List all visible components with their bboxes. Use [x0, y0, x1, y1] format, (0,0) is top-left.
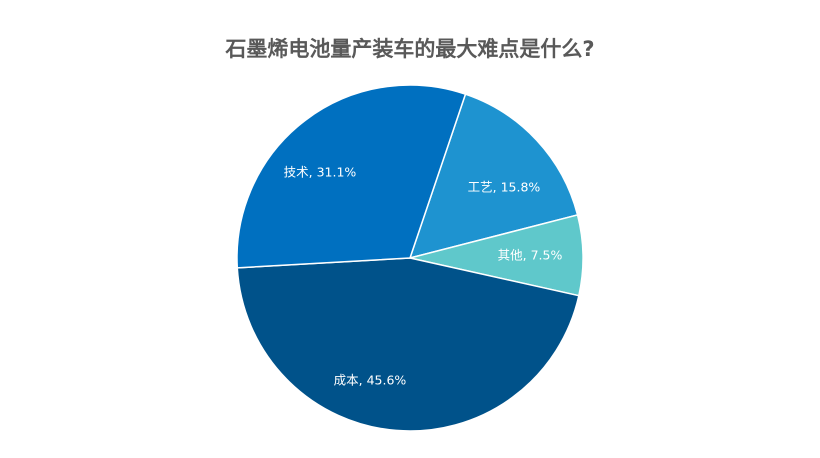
data-label-工艺: 工艺, 15.8% [468, 180, 541, 195]
pie-slice-技术 [236, 84, 467, 269]
data-label-其他: 其他, 7.5% [498, 248, 563, 263]
data-label-成本: 成本, 45.6% [334, 373, 407, 388]
chart-title: 石墨烯电池量产装车的最大难点是什么? [225, 37, 595, 61]
data-label-技术: 技术, 31.1% [284, 165, 357, 180]
pie-slice-成本 [236, 257, 580, 432]
